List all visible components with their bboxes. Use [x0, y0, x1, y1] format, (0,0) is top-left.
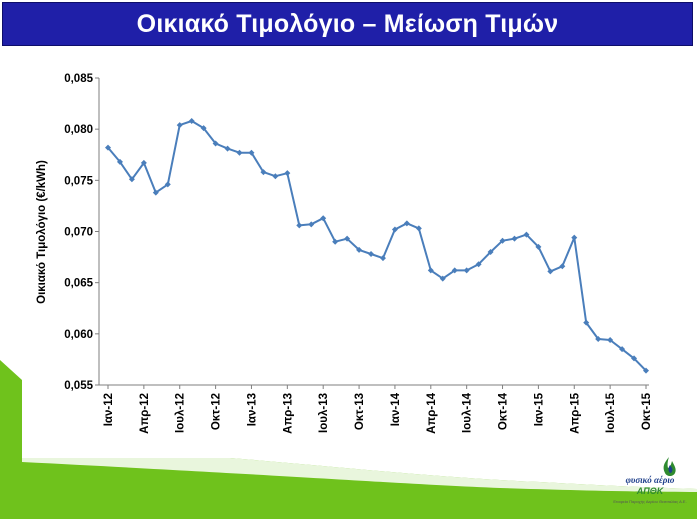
logo-tagline: Εταιρεία Παροχής Αερίου Θεσσαλίας Α.Ε.	[613, 499, 687, 504]
y-tick-label: 0,065	[64, 278, 93, 290]
data-point	[140, 159, 147, 166]
data-point	[427, 267, 434, 274]
x-tick-label: Απρ-14	[426, 392, 438, 433]
logo-name: φυσικό αέριο	[625, 475, 675, 485]
data-point	[128, 176, 135, 183]
data-point	[607, 336, 614, 343]
data-point	[643, 367, 649, 374]
data-point	[152, 189, 159, 196]
data-point	[332, 238, 339, 245]
swoosh-highlight	[22, 458, 697, 492]
data-point	[631, 355, 638, 362]
data-point	[391, 226, 398, 233]
x-tick-label: Απρ-15	[569, 392, 581, 433]
x-tick-label: Ιαν-14	[390, 392, 402, 426]
x-tick-label: Ιαν-15	[533, 392, 545, 426]
logo-abbr: ΑΠΘΚ	[636, 486, 664, 496]
flame-inner-icon	[668, 465, 673, 473]
x-tick-label: Ιουλ-12	[175, 393, 187, 433]
data-point	[619, 346, 626, 353]
data-point	[320, 215, 327, 222]
data-point	[403, 220, 410, 227]
x-tick-label: Οκτ-15	[641, 392, 653, 430]
y-tick-label: 0,070	[64, 227, 93, 239]
data-point	[511, 235, 518, 242]
x-tick-label: Οκτ-13	[354, 393, 366, 430]
x-tick-label: Απρ-13	[282, 393, 294, 434]
x-tick-label: Οκτ-12	[211, 393, 223, 430]
page-title: Οικιακό Τιμολόγιο – Μείωση Τιμών	[2, 2, 693, 46]
data-point	[224, 145, 231, 152]
y-tick-label: 0,085	[64, 73, 93, 85]
data-point	[284, 170, 291, 177]
data-point	[547, 268, 554, 275]
y-tick-label: 0,080	[64, 124, 93, 136]
data-point	[164, 181, 171, 188]
data-point	[368, 251, 375, 258]
x-tick-label: Ιαν-12	[103, 393, 115, 426]
x-tick-label: Ιουλ-13	[318, 393, 330, 433]
data-point	[260, 169, 267, 176]
data-point	[308, 221, 315, 228]
series-line	[107, 120, 647, 372]
data-point	[595, 335, 602, 342]
data-point	[200, 125, 207, 132]
data-point	[296, 222, 303, 229]
data-point	[415, 225, 422, 232]
data-point	[439, 275, 446, 282]
x-tick-label: Απρ-12	[139, 393, 151, 434]
data-point	[583, 319, 590, 326]
data-point	[105, 144, 111, 151]
data-point	[356, 246, 363, 253]
green-swoosh	[0, 360, 697, 519]
data-point	[451, 267, 458, 274]
data-point	[236, 149, 243, 156]
data-point	[559, 263, 566, 270]
data-point	[523, 231, 530, 238]
data-point	[188, 117, 195, 124]
x-tick-label: Οκτ-14	[498, 392, 510, 430]
y-tick-label: 0,060	[64, 329, 93, 341]
data-point	[571, 234, 578, 241]
flame-icon	[663, 457, 676, 476]
y-tick-label: 0,075	[64, 175, 93, 187]
data-point	[116, 158, 123, 165]
y-tick-label: 0,055	[64, 380, 93, 392]
x-tick-label: Ιαν-13	[246, 393, 258, 426]
data-point	[487, 248, 494, 255]
company-logo: φυσικό αέριο ΑΠΘΚ Εταιρεία Παροχής Αερίο…	[612, 455, 688, 511]
data-point	[475, 261, 482, 268]
y-axis-label: Οικιακό Τιμολόγιο (€/kWh)	[36, 160, 48, 304]
data-point	[344, 235, 351, 242]
data-point	[535, 243, 542, 250]
data-point	[212, 140, 219, 147]
data-point	[176, 122, 183, 129]
data-point	[379, 255, 386, 262]
x-tick-label: Ιουλ-15	[605, 392, 617, 433]
data-point	[272, 173, 279, 180]
x-tick-label: Ιουλ-14	[462, 392, 474, 433]
data-point	[463, 267, 470, 274]
data-point	[248, 149, 255, 156]
data-point	[499, 237, 506, 244]
